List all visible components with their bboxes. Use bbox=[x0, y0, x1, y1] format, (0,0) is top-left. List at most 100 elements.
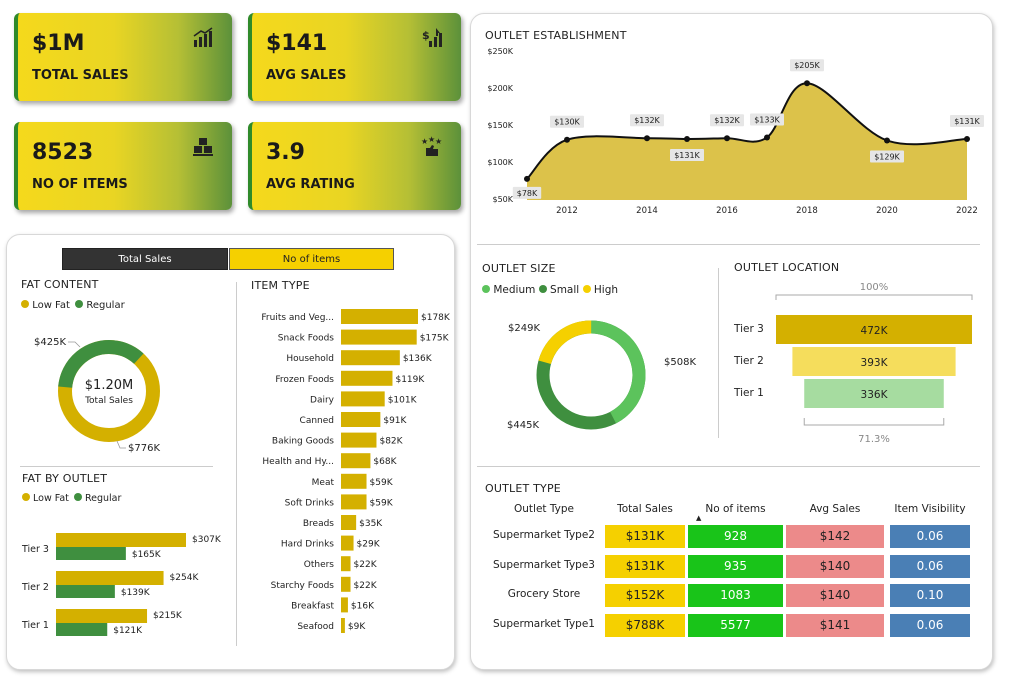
donut-label-low-fat: $776K bbox=[128, 443, 160, 454]
donut-center-value: $1.20M bbox=[85, 378, 133, 393]
item-type-label: Meat bbox=[312, 478, 335, 488]
x-tick-label: 2022 bbox=[956, 206, 978, 216]
data-label-bg bbox=[950, 114, 984, 127]
data-label-bg bbox=[670, 148, 704, 161]
svg-text:★: ★ bbox=[435, 137, 442, 146]
fat-by-outlet-chart: Tier 3 $307K $165K Tier 2 $254K $139K Tier 1 $2… bbox=[21, 533, 222, 636]
item-type-chart: Fruits and Veg... $178K Snack Foods $175K Ho… bbox=[261, 309, 450, 633]
funnel-bar bbox=[792, 347, 956, 376]
sort-arrow-icon[interactable]: ▲ bbox=[696, 514, 702, 522]
item-type-value: $59K bbox=[370, 498, 394, 508]
outlet-size-donut: $249K $508K $445K bbox=[507, 320, 696, 431]
item-type-bar bbox=[341, 309, 418, 324]
funnel-bottom-pct: 71.3% bbox=[858, 434, 890, 445]
data-label: $205K bbox=[794, 61, 820, 70]
legend-low-fat: Low Fat bbox=[32, 300, 70, 311]
legend-low-fat: Low Fat bbox=[33, 493, 69, 504]
data-point bbox=[564, 136, 570, 143]
x-tick-label: 2014 bbox=[636, 206, 658, 216]
col-header-outlet-type[interactable]: Outlet Type bbox=[514, 503, 574, 515]
y-tick-label: $50K bbox=[492, 195, 513, 204]
item-type-label: Hard Drinks bbox=[281, 540, 334, 550]
donut-label-small: $445K bbox=[507, 420, 539, 431]
item-type-value: $9K bbox=[348, 622, 366, 632]
toggle-total-sales-button[interactable]: Total Sales bbox=[62, 248, 228, 270]
item-type-label: Breakfast bbox=[291, 601, 334, 611]
table-cell-sales: $152K bbox=[605, 584, 685, 607]
item-type-bar bbox=[341, 618, 345, 633]
divider bbox=[477, 466, 980, 467]
col-header-total-sales[interactable]: Total Sales bbox=[617, 503, 673, 515]
data-label-bg bbox=[750, 113, 784, 126]
y-tick-label: $100K bbox=[487, 158, 513, 167]
item-type-bar bbox=[341, 597, 348, 613]
donut-slice-high bbox=[536, 320, 646, 430]
item-type-value: $35K bbox=[359, 519, 383, 529]
item-type-label: Fruits and Veg... bbox=[261, 313, 334, 323]
item-type-value: $178K bbox=[421, 313, 450, 323]
item-type-bar bbox=[341, 350, 400, 366]
bar-label-regular: $121K bbox=[113, 626, 143, 636]
fat-content-donut: $1.20M Total Sales $425K $776K bbox=[34, 337, 160, 454]
item-type-label: Health and Hy... bbox=[262, 457, 334, 467]
table-cell-sales: $131K bbox=[605, 554, 685, 578]
toggle-no-of-items-button[interactable]: No of items bbox=[229, 248, 394, 270]
boxes-icon bbox=[193, 138, 213, 156]
item-type-value: $91K bbox=[383, 416, 407, 426]
data-point bbox=[884, 137, 890, 144]
kpi-value: $1M bbox=[32, 31, 85, 56]
table-cell-avg: $140 bbox=[786, 554, 884, 578]
item-type-label: Soft Drinks bbox=[285, 498, 335, 508]
divider bbox=[20, 466, 213, 467]
bar-label-low-fat: $215K bbox=[153, 611, 183, 621]
item-type-label: Frozen Foods bbox=[275, 375, 334, 385]
kpi-value: $141 bbox=[266, 31, 328, 56]
legend-medium: Medium bbox=[493, 284, 536, 296]
funnel-bracket-bottom bbox=[803, 418, 945, 426]
col-header-item-visibility[interactable]: Item Visibility bbox=[894, 503, 966, 515]
data-point bbox=[804, 80, 810, 87]
legend-regular: Regular bbox=[86, 300, 125, 311]
item-type-bar bbox=[341, 432, 377, 448]
bar-regular bbox=[56, 547, 126, 560]
svg-text:★: ★ bbox=[428, 136, 435, 144]
svg-text:★: ★ bbox=[421, 137, 428, 146]
x-tick-label: 2016 bbox=[716, 206, 738, 216]
data-point bbox=[964, 135, 970, 142]
table-row-label: Supermarket Type2 bbox=[493, 529, 595, 541]
donut-label-high: $249K bbox=[508, 323, 540, 334]
table-row-label: Supermarket Type1 bbox=[493, 617, 595, 630]
item-type-bar bbox=[341, 494, 367, 510]
dollar-growth-icon: $ bbox=[422, 28, 442, 47]
data-label-bg bbox=[790, 59, 824, 72]
data-label: $132K bbox=[714, 116, 740, 125]
table-cell-items: 935 bbox=[688, 554, 783, 578]
bar-regular bbox=[56, 585, 115, 598]
outlet-location-funnel: 100% Tier 3 472K Tier 2 393K Tier 1 336K 71.3% bbox=[733, 282, 973, 445]
table-cell-avg: $140 bbox=[786, 584, 884, 607]
funnel-tier-label: Tier 2 bbox=[733, 355, 764, 367]
table-cell-avg: $142 bbox=[786, 525, 884, 548]
outlet-location-title: OUTLET LOCATION bbox=[734, 261, 840, 274]
y-tick-label: $250K bbox=[487, 47, 513, 56]
funnel-value: 472K bbox=[861, 325, 889, 337]
legend-regular: Regular bbox=[84, 493, 122, 504]
fat-content-legend: Low Fat Regular bbox=[21, 300, 125, 311]
item-type-label: Baking Goods bbox=[272, 437, 334, 447]
data-label: $133K bbox=[754, 115, 780, 124]
item-type-label: Household bbox=[286, 354, 334, 364]
table-cell-sales: $131K bbox=[605, 525, 685, 548]
data-label: $131K bbox=[954, 117, 980, 126]
table-cell-items: 928 bbox=[688, 525, 783, 548]
table-cell-vis: 0.10 bbox=[890, 584, 970, 607]
item-type-value: $101K bbox=[388, 395, 418, 405]
x-tick-label: 2020 bbox=[876, 206, 898, 216]
col-header-no-of-items[interactable]: No of items bbox=[705, 503, 766, 515]
item-type-bar bbox=[341, 473, 367, 489]
data-label: $132K bbox=[634, 116, 660, 125]
item-type-value: $68K bbox=[373, 457, 397, 467]
col-header-avg-sales[interactable]: Avg Sales bbox=[809, 503, 861, 515]
outlet-type-title: OUTLET TYPE bbox=[485, 482, 561, 495]
data-point bbox=[724, 135, 730, 142]
data-label: $131K bbox=[674, 151, 700, 160]
